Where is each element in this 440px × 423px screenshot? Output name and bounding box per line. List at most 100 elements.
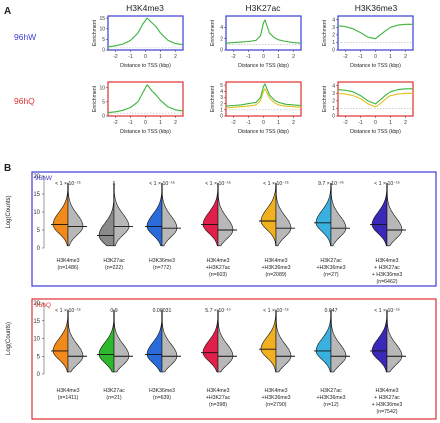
profile-line-primary-96hq-h3k27ac — [225, 83, 302, 107]
y-tick-label-96hw-h3k27ac-4: 4 — [220, 25, 223, 31]
y-tick-label-96hq-h3k36me3-1: 1 — [332, 106, 335, 112]
violin-left-half-96hq-5 — [315, 309, 332, 373]
x-axis-label-96hq-h3k36me3: Distance to TSS (kbp) — [350, 129, 401, 135]
violin-y-tick-label-96hq-5: 5 — [37, 354, 41, 360]
y-tick-label-96hw-h3k36me3-3: 3 — [332, 25, 335, 31]
x-axis-label-96hq-h3k27ac: Distance to TSS (kbp) — [238, 129, 289, 135]
y-tick-label-96hq-h3k27ac-2: 2 — [220, 101, 223, 107]
violin-category-label-96hq-5-2: (n=12) — [323, 402, 338, 408]
x-tick-label-96hq-h3k4me3-2: -2 — [113, 120, 118, 126]
violin-right-half-96hw-1 — [113, 182, 130, 247]
violin-96hq-0: < 1 × 10⁻¹⁶ H3K4me3(n=1411) — [51, 308, 87, 401]
y-axis-label-96hw-h3k27ac: Enrichment — [210, 19, 216, 46]
profile-frame-96hw-h3k27ac — [225, 15, 302, 51]
profile-line-primary-96hq-h3k4me3 — [107, 84, 184, 114]
violin-category-label-96hw-5-0: H3K27ac — [320, 258, 342, 264]
violin-category-label-96hq-3-0: H3K4me3 — [206, 388, 229, 394]
column-title-h3k27ac: H3K27ac — [246, 3, 282, 13]
violin-left-half-96hw-4 — [260, 182, 277, 247]
violin-category-label-96hw-6-1: + H3K27ac — [374, 265, 400, 271]
violin-96hw-5: 9.7 × 10⁻⁰⁵ H3K27ac+H3K36me3(n=27) — [314, 181, 350, 278]
violin-category-label-96hw-5-1: +H3K36me3 — [317, 265, 346, 271]
violin-96hq-4: < 1 × 10⁻¹⁶ H3K4me3+H3K36me3(n=2790) — [259, 308, 295, 408]
violin-category-label-96hq-1-1: (n=21) — [106, 395, 121, 401]
violin-left-half-96hq-1 — [98, 309, 115, 373]
violin-left-half-96hw-2 — [146, 182, 163, 247]
violin-96hw-3: < 1 × 10⁻¹⁶ H3K4me3+H3K27ac(n=603) — [201, 181, 237, 278]
violin-p-value-96hw-5: 9.7 × 10⁻⁰⁵ — [318, 181, 344, 187]
y-tick-label-96hq-h3k27ac-4: 4 — [220, 89, 223, 95]
x-tick-label-96hw-h3k4me3-2: -2 — [113, 54, 118, 60]
violin-category-label-96hq-5-1: +H3K36me3 — [317, 395, 346, 401]
violin-right-half-96hw-3 — [217, 182, 234, 247]
violin-category-label-96hq-4-1: +H3K36me3 — [262, 395, 291, 401]
x-tick-label-96hw-h3k4me3-0: 0 — [144, 54, 147, 60]
y-tick-label-96hw-h3k36me3-0: 0 — [332, 48, 335, 54]
profile-frame-96hw-h3k36me3 — [337, 15, 414, 51]
x-tick-label-96hq-h3k27ac-1: -1 — [246, 120, 251, 126]
violin-96hq-5: 0.047 H3K27ac+H3K36me3(n=12) — [314, 308, 350, 408]
violin-left-half-96hw-3 — [202, 182, 219, 247]
x-tick-label-96hw-h3k27ac-2: -2 — [231, 54, 236, 60]
y-axis-label-96hq-h3k36me3: Enrichment — [322, 85, 328, 112]
y-tick-label-96hq-h3k36me3-0: 0 — [332, 114, 335, 120]
y-axis-label-96hq-h3k4me3: Enrichment — [92, 85, 98, 112]
violin-96hw-4: < 1 × 10⁻¹⁶ H3K4me3+H3K36me3(n=2089) — [259, 181, 295, 278]
violin-right-half-96hw-2 — [161, 182, 178, 247]
violin-p-value-96hq-2: 0.00031 — [153, 308, 172, 314]
x-tick-label-96hq-h3k36me3-2: 2 — [404, 120, 407, 126]
x-tick-label-96hw-h3k27ac-1: -1 — [246, 54, 251, 60]
x-tick-label-96hq-h3k27ac-2: -2 — [231, 120, 236, 126]
violin-left-half-96hq-3 — [202, 309, 219, 373]
violin-right-half-96hq-2 — [161, 309, 178, 373]
column-title-h3k36me3: H3K36me3 — [355, 3, 398, 13]
violin-category-label-96hw-3-2: (n=603) — [209, 272, 227, 278]
violin-y-tick-label-96hw-5: 5 — [37, 228, 41, 234]
violin-category-label-96hq-1-0: H3K27ac — [103, 388, 125, 394]
x-tick-label-96hw-h3k27ac-1: 1 — [277, 54, 280, 60]
profile-line-primary-96hw-h3k36me3 — [337, 23, 413, 40]
violin-category-label-96hq-4-2: (n=2790) — [266, 402, 287, 408]
violin-y-tick-label-96hq-10: 10 — [33, 337, 40, 343]
x-tick-label-96hq-h3k4me3-1: 1 — [159, 120, 162, 126]
y-tick-label-96hq-h3k27ac-3: 3 — [220, 95, 223, 101]
profile-frame-96hq-h3k36me3 — [337, 81, 414, 117]
violin-category-label-96hq-2-0: H3K36me3 — [149, 388, 175, 394]
violin-p-value-96hw-1: 1 — [113, 181, 116, 187]
violin-category-label-96hw-1-0: H3K27ac — [103, 258, 125, 264]
violin-p-value-96hw-2: < 1 × 10⁻¹⁶ — [149, 181, 175, 187]
y-tick-label-96hq-h3k36me3-3: 3 — [332, 91, 335, 97]
violin-category-label-96hq-2-1: (n=639) — [153, 395, 171, 401]
violin-p-value-96hw-6: < 1 × 10⁻¹⁶ — [374, 181, 400, 187]
x-tick-label-96hq-h3k4me3-0: 0 — [144, 120, 147, 126]
violin-y-tick-label-96hq-20: 20 — [33, 301, 40, 307]
violin-group-tag-96hq: 96hQ — [35, 302, 51, 309]
y-tick-label-96hw-h3k36me3-2: 2 — [332, 33, 335, 39]
violin-p-value-96hq-6: < 1 × 10⁻¹⁶ — [374, 308, 400, 314]
y-axis-label-96hw-h3k36me3: Enrichment — [322, 19, 328, 46]
y-tick-label-96hw-h3k36me3-4: 4 — [332, 17, 335, 23]
violin-96hw-0: < 1 × 10⁻¹⁶ H3K4me3(n=1486) — [51, 181, 87, 271]
violin-left-half-96hw-1 — [98, 182, 115, 247]
violin-y-axis-label-96hw: Log(Counts) — [6, 195, 12, 228]
violin-96hq-1: 0.9 H3K27ac(n=21) — [97, 308, 133, 401]
profile-line-primary-96hw-h3k4me3 — [107, 17, 184, 48]
violin-p-value-96hq-4: < 1 × 10⁻¹⁶ — [263, 308, 289, 314]
violin-96hq-2: 0.00031 H3K36me3(n=639) — [145, 308, 181, 401]
row-label-96hw: 96hW — [14, 32, 36, 42]
row-label-96hq: 96hQ — [14, 96, 35, 106]
x-axis-label-96hw-h3k27ac: Distance to TSS (kbp) — [238, 63, 289, 69]
x-tick-label-96hw-h3k27ac-2: 2 — [292, 54, 295, 60]
column-title-h3k4me3: H3K4me3 — [126, 3, 164, 13]
violin-left-half-96hw-5 — [315, 182, 332, 247]
y-tick-label-96hw-h3k27ac-0: 0 — [220, 48, 223, 54]
y-tick-label-96hq-h3k4me3-0: 0 — [102, 114, 105, 120]
violin-y-tick-label-96hw-10: 10 — [33, 210, 40, 216]
y-tick-label-96hw-h3k27ac-2: 2 — [220, 36, 223, 42]
y-tick-label-96hq-h3k4me3-5: 5 — [102, 100, 105, 106]
violin-right-half-96hq-3 — [217, 309, 234, 373]
